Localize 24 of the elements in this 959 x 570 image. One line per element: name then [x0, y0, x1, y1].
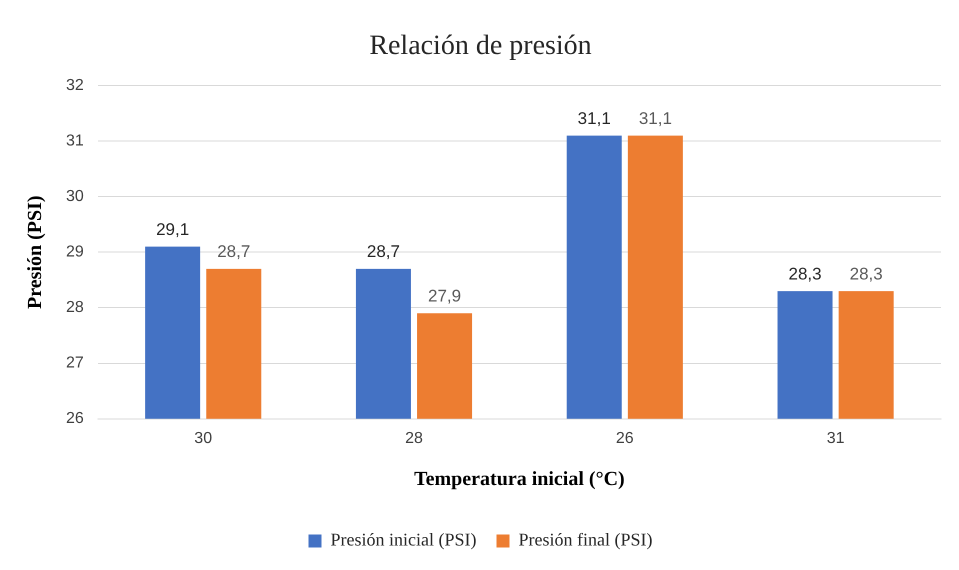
y-tick-label: 26: [66, 410, 84, 428]
data-label: 28,7: [366, 242, 400, 262]
y-tick-label: 27: [66, 354, 84, 372]
legend-label: Presión final (PSI): [518, 530, 652, 550]
data-label: 31,1: [578, 108, 611, 128]
data-label: 27,9: [428, 286, 462, 306]
x-tick-label: 30: [194, 430, 212, 447]
y-axis-title: Presión (PSI): [24, 195, 46, 309]
y-tick-label: 32: [66, 77, 84, 94]
y-tick-label: 29: [66, 244, 84, 261]
y-tick-label: 31: [66, 132, 84, 150]
data-label: 28,3: [788, 264, 822, 284]
x-tick-label: 31: [826, 430, 845, 447]
legend-label: Presión inicial (PSI): [330, 530, 477, 550]
x-tick-label: 26: [616, 430, 634, 447]
chart-title: Relación de presión: [369, 30, 592, 62]
data-label: 28,7: [217, 242, 250, 262]
x-tick-label: 28: [405, 430, 423, 447]
y-tick-label: 28: [66, 299, 84, 316]
data-label: 31,1: [638, 108, 672, 128]
data-label: 29,1: [156, 220, 190, 239]
data-label: 28,3: [850, 264, 883, 284]
x-axis-title: Temperatura inicial (°C): [414, 468, 625, 490]
y-tick-label: 30: [66, 188, 84, 206]
